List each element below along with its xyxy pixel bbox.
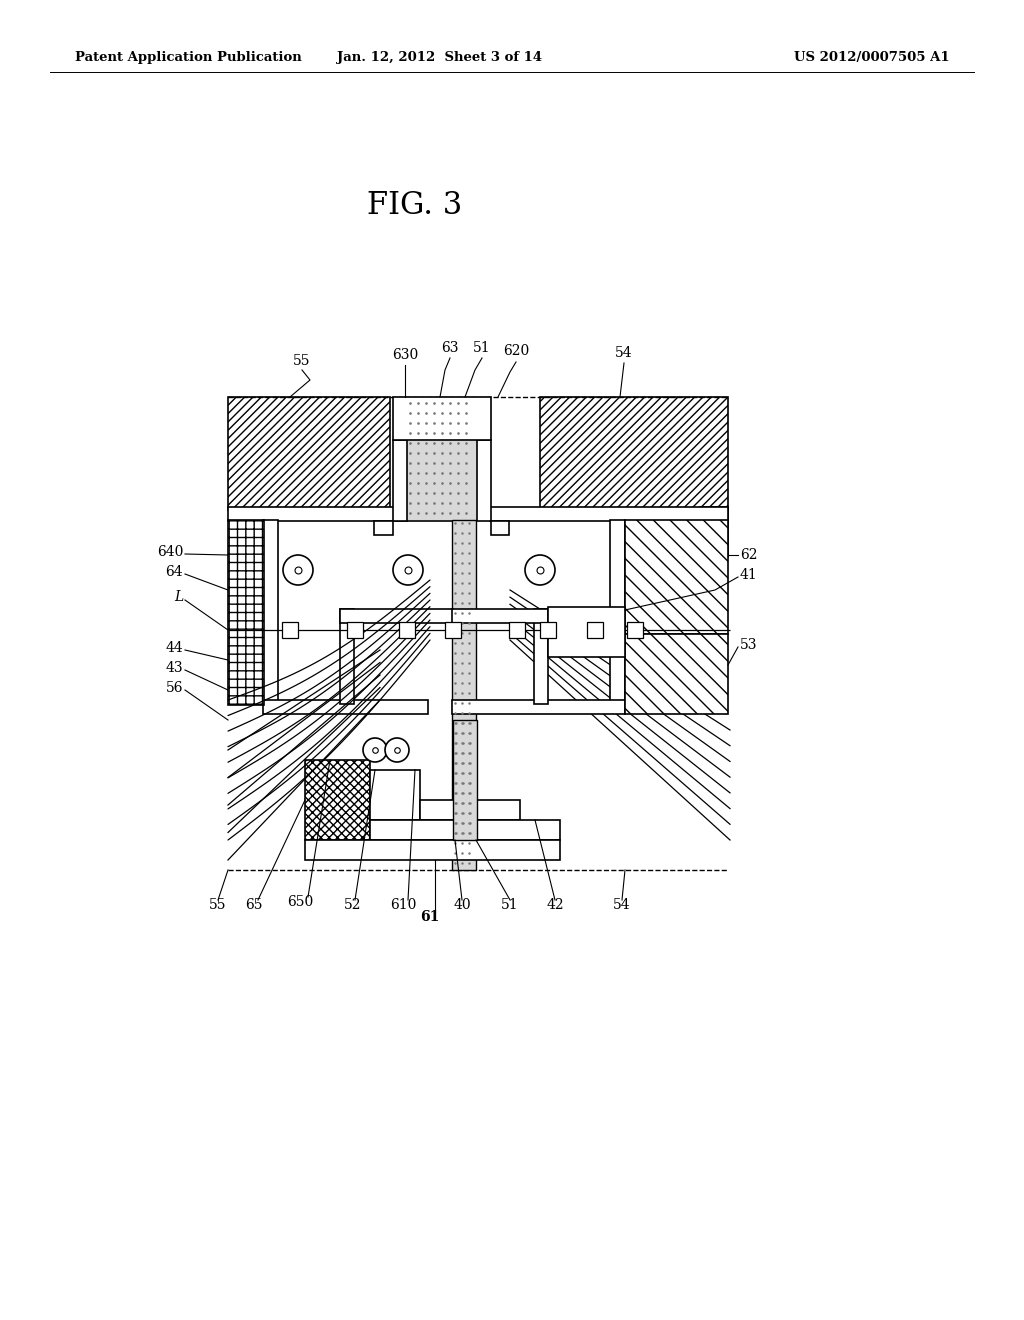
Bar (452, 700, 625, 714)
Text: 64: 64 (165, 565, 183, 579)
Bar (509, 622, 525, 638)
Circle shape (393, 554, 423, 585)
Bar (700, 507, 728, 557)
Text: 52: 52 (344, 898, 361, 912)
Bar (490, 521, 509, 535)
Text: 54: 54 (615, 346, 633, 360)
Bar (610, 520, 625, 705)
Bar (393, 440, 407, 521)
Bar (477, 440, 490, 521)
Bar (228, 507, 458, 521)
Bar (625, 520, 728, 634)
Bar (627, 622, 643, 638)
Text: 61: 61 (420, 909, 439, 924)
Text: 630: 630 (392, 348, 418, 362)
Text: 42: 42 (546, 898, 564, 912)
Bar (374, 521, 393, 535)
Text: 63: 63 (441, 341, 459, 355)
Text: FIG. 3: FIG. 3 (368, 190, 463, 220)
Text: 610: 610 (390, 898, 416, 912)
Text: 51: 51 (501, 898, 519, 912)
Circle shape (362, 738, 387, 762)
Bar (228, 520, 264, 705)
Bar (347, 622, 362, 638)
Bar (452, 520, 476, 870)
Text: 54: 54 (613, 898, 631, 912)
Text: 55: 55 (209, 898, 226, 912)
Text: 650: 650 (287, 895, 313, 909)
Bar (282, 622, 298, 638)
Bar (453, 719, 477, 840)
Bar (407, 400, 477, 520)
Bar (393, 397, 490, 440)
Text: 640: 640 (157, 545, 183, 558)
Bar (445, 622, 461, 638)
Bar (305, 760, 370, 840)
Text: 51: 51 (473, 341, 490, 355)
Text: 56: 56 (166, 681, 183, 696)
Text: L: L (174, 590, 183, 605)
Text: 40: 40 (454, 898, 471, 912)
Bar (452, 609, 548, 623)
Bar (490, 507, 728, 521)
Bar (263, 520, 278, 705)
Circle shape (525, 554, 555, 585)
Text: 65: 65 (246, 898, 263, 912)
Text: 620: 620 (503, 345, 529, 358)
Bar (340, 609, 453, 623)
Bar (263, 700, 428, 714)
Circle shape (385, 738, 409, 762)
Bar (587, 622, 603, 638)
Text: Jan. 12, 2012  Sheet 3 of 14: Jan. 12, 2012 Sheet 3 of 14 (338, 51, 543, 65)
Text: 55: 55 (293, 354, 310, 368)
Text: 41: 41 (740, 568, 758, 582)
Bar (540, 622, 556, 638)
Bar (370, 770, 420, 820)
Bar (540, 397, 728, 510)
Bar (548, 607, 625, 657)
Bar (420, 800, 520, 820)
Bar (340, 609, 354, 704)
Text: US 2012/0007505 A1: US 2012/0007505 A1 (795, 51, 950, 65)
Bar (625, 634, 728, 714)
Text: 44: 44 (165, 642, 183, 655)
Bar (399, 622, 415, 638)
Circle shape (283, 554, 313, 585)
Bar (534, 609, 548, 704)
Text: 53: 53 (740, 638, 758, 652)
Bar (305, 840, 560, 861)
Text: 43: 43 (165, 661, 183, 675)
Text: 62: 62 (740, 548, 758, 562)
Text: Patent Application Publication: Patent Application Publication (75, 51, 302, 65)
Bar (228, 397, 390, 510)
Bar (370, 820, 560, 840)
